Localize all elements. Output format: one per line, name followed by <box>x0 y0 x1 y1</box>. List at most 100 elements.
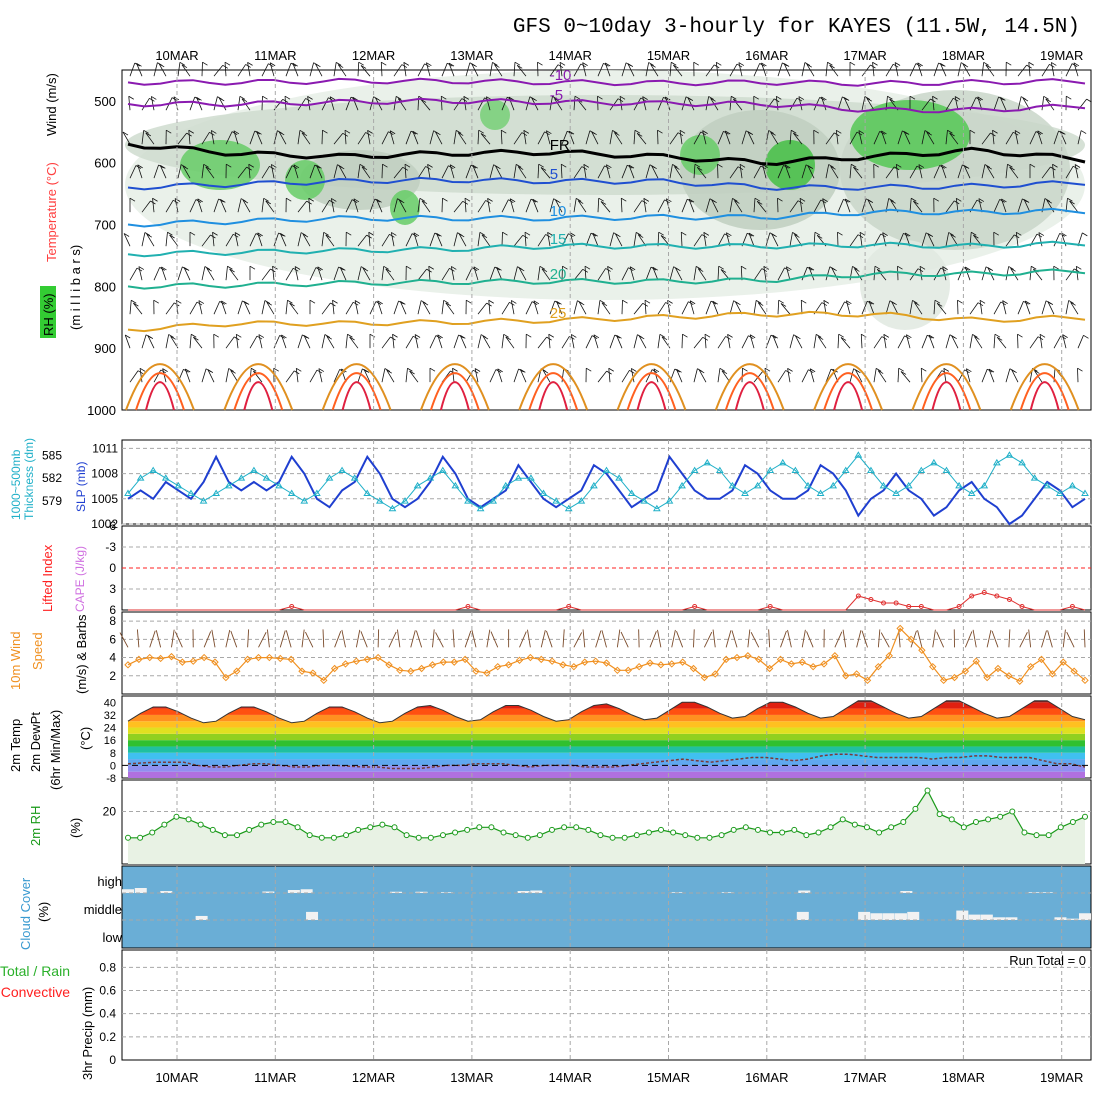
wind-barb <box>909 165 918 179</box>
wind-barb-flag <box>635 232 642 236</box>
wind-barb <box>988 368 995 383</box>
cloud-bar <box>517 891 530 893</box>
wind-barb-flag <box>331 198 337 202</box>
wind-barb <box>942 266 947 281</box>
date-label-bottom: 12MAR <box>352 1070 395 1085</box>
thickness-point <box>388 504 397 512</box>
wind-barb <box>777 267 785 281</box>
rh2m-point <box>306 832 313 839</box>
isotherm-line <box>127 142 1086 167</box>
wind-barb-flag <box>170 335 176 340</box>
wind-barb-flag <box>368 231 374 236</box>
wind-barb-flag <box>1006 61 1012 66</box>
thickness-point <box>917 466 926 474</box>
wind-barb <box>917 62 923 77</box>
wind-barb <box>756 201 767 213</box>
wind-barb <box>489 369 497 383</box>
wind-barb <box>858 130 863 145</box>
wind-barb <box>450 266 455 281</box>
wind-barb-flag <box>407 367 413 372</box>
wind-barb <box>729 96 732 111</box>
wind10-barb <box>540 630 546 648</box>
wind10-point <box>341 660 350 668</box>
wind-barb-flag <box>658 231 664 236</box>
wind-barb <box>221 300 227 315</box>
wind-barb <box>339 267 347 281</box>
wind-barb <box>477 334 482 349</box>
wind-barb <box>437 334 443 349</box>
wind-barb <box>237 64 246 77</box>
wind-barb-flag <box>196 96 202 101</box>
wind-barb <box>798 96 803 111</box>
wind-barb <box>849 368 855 383</box>
wind-barb-flag <box>555 199 561 204</box>
rh-shading <box>125 70 1085 330</box>
wind-barb <box>584 266 587 281</box>
wind10-barb <box>396 629 401 648</box>
wind10-point <box>711 670 719 678</box>
isotherm-arc <box>331 372 382 411</box>
wind-barb <box>1053 233 1061 247</box>
wind-barb-flag <box>881 130 887 135</box>
wind-barb-flag <box>280 233 286 237</box>
rh2m-point <box>1033 832 1040 839</box>
wind-barb <box>688 198 695 213</box>
wind-barb <box>704 334 707 349</box>
wind10-point <box>363 655 371 664</box>
rh2m-panel: 20 2m RH (%) <box>28 779 1092 865</box>
thickness-tick: 582 <box>42 471 62 485</box>
thickness-point <box>841 466 850 474</box>
wind-barb <box>717 233 725 247</box>
wind-barb <box>269 62 275 77</box>
wind-barb-flag <box>128 95 134 100</box>
wind-barb-flag <box>1039 333 1046 338</box>
wind10-point <box>918 646 926 654</box>
rh-legend-box <box>40 286 56 338</box>
wind-barb <box>1023 199 1031 213</box>
wind-barb-flag <box>381 61 387 66</box>
wind-barb-flag <box>309 299 316 304</box>
wind10-barb <box>1066 631 1075 648</box>
wind-barb-flag <box>689 300 696 305</box>
wind-barb-flag <box>460 335 466 339</box>
wind10-point <box>602 659 611 667</box>
wind-barb-flag <box>299 129 306 134</box>
wind-barb-flag <box>266 301 272 306</box>
wind-barb-flag <box>971 231 977 236</box>
wind-barb-flag <box>761 62 767 67</box>
wind-barb <box>945 334 951 349</box>
wind-barb-flag <box>648 62 654 66</box>
isotherm-label: -10 <box>550 67 572 84</box>
wind-barb-flag <box>206 267 212 272</box>
isotherm-label: FR <box>550 137 570 154</box>
wind-barb <box>993 199 1001 213</box>
wind-barb-flag <box>1010 267 1016 272</box>
upper-grid <box>176 70 1063 410</box>
wind-barb <box>615 233 623 247</box>
isotherm-label: -5 <box>550 87 563 104</box>
wind-barb-flag <box>962 63 969 68</box>
wind10-point <box>972 657 980 665</box>
wind-barb-flag <box>828 164 834 168</box>
wind10-tick: 8 <box>109 614 116 628</box>
precip-tick: 0.2 <box>99 1030 116 1044</box>
wind-barb-flag <box>457 132 464 136</box>
wind-barb <box>309 62 315 77</box>
wind-barb <box>771 233 779 247</box>
wind-barb <box>801 62 806 77</box>
wind-barb-flag <box>806 63 812 68</box>
wind-barb <box>496 267 503 281</box>
wind-barb-flag <box>228 368 234 372</box>
wind-barb <box>849 234 859 247</box>
wind10-point <box>776 655 785 664</box>
wind-barb <box>592 233 599 247</box>
slp-label: SLP (mb) <box>74 462 88 512</box>
wind-barb <box>914 302 923 315</box>
wind-barb <box>489 62 493 77</box>
wind-barb-flag <box>780 303 787 307</box>
wind-barb-flag <box>627 63 634 67</box>
wind10-point <box>146 653 154 662</box>
wind-barb <box>440 96 443 111</box>
wind-barb-flag <box>508 96 515 101</box>
wind10-point <box>646 659 654 667</box>
